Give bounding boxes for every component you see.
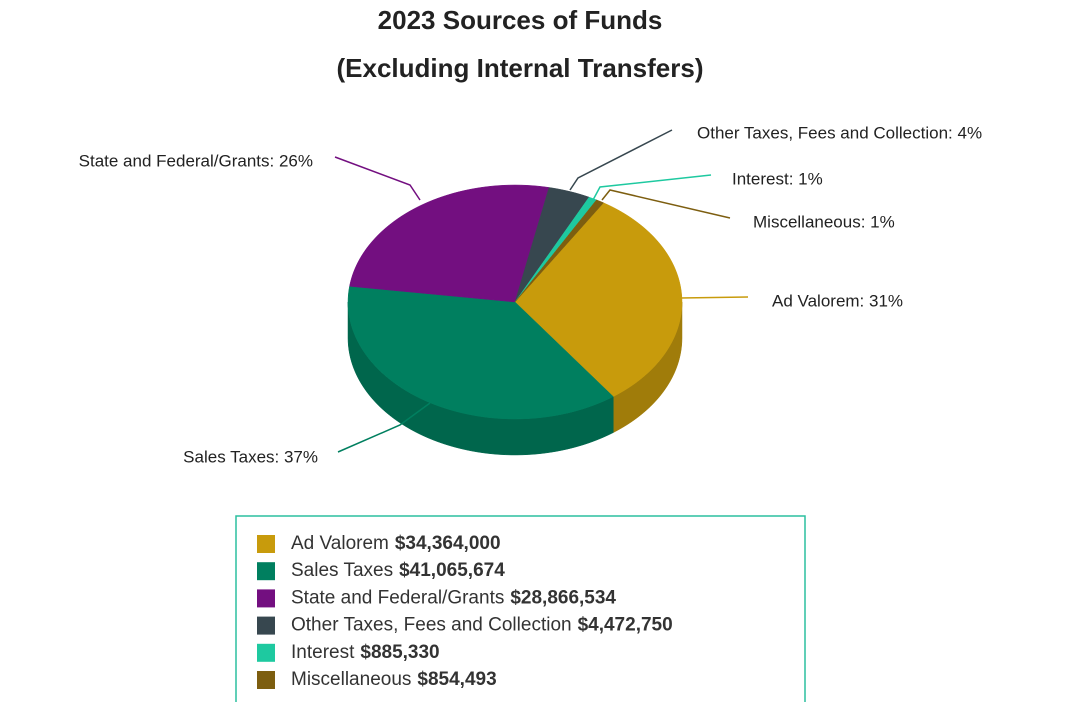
slice-label: Miscellaneous: 1% xyxy=(753,212,895,231)
legend-value: $28,866,534 xyxy=(510,587,616,608)
legend-entry: Miscellaneous $854,493 xyxy=(291,669,497,690)
slice-label: Ad Valorem: 31% xyxy=(772,291,903,310)
slice-label: Sales Taxes: 37% xyxy=(183,447,318,466)
legend-name: Ad Valorem xyxy=(291,533,389,554)
legend-value: $34,364,000 xyxy=(395,533,501,554)
legend-name: State and Federal/Grants xyxy=(291,587,504,608)
chart-title: 2023 Sources of Funds xyxy=(378,5,663,35)
legend-value: $41,065,674 xyxy=(399,560,505,581)
legend-swatch xyxy=(257,535,275,553)
chart-subtitle: (Excluding Internal Transfers) xyxy=(337,53,704,83)
legend-value: $885,330 xyxy=(360,642,439,663)
slice xyxy=(514,199,604,303)
legend-swatch xyxy=(257,643,275,662)
legend-swatch xyxy=(257,562,275,581)
legend-name: Sales Taxes xyxy=(291,560,393,581)
slice-label: State and Federal/Grants: 26% xyxy=(79,151,313,170)
slice-label: Interest: 1% xyxy=(732,169,823,188)
leader-line xyxy=(334,156,421,201)
legend-entry: Ad Valorem $34,364,000 xyxy=(291,533,501,554)
slice xyxy=(349,184,550,303)
legend-swatch xyxy=(257,671,275,689)
slice xyxy=(347,285,614,420)
slice-label: Other Taxes, Fees and Collection: 4% xyxy=(697,123,982,142)
legend-name: Interest xyxy=(291,642,355,663)
leader-line xyxy=(601,189,731,219)
pie: Ad Valorem: 31% Sales Taxes: 37% State and… xyxy=(79,123,982,466)
leader-line xyxy=(679,296,749,299)
legend-entry: State and Federal/Grants $28,866,534 xyxy=(291,587,616,608)
legend-entry: Interest$885,330 xyxy=(291,642,440,663)
legend-swatch xyxy=(257,589,275,608)
slice xyxy=(514,187,590,303)
leader-line xyxy=(569,129,673,191)
legend-entry: Sales Taxes $41,065,674 xyxy=(291,560,505,581)
legend-value: $854,493 xyxy=(417,669,496,690)
leader-line xyxy=(337,402,431,453)
leader-line xyxy=(592,174,712,201)
legend-name: Miscellaneous xyxy=(291,669,411,690)
legend-name: Other Taxes, Fees and Collection xyxy=(291,615,572,636)
legend-entry: Other Taxes, Fees and Collection $4,472,7… xyxy=(291,615,673,636)
legend-swatch xyxy=(257,616,275,635)
legend-value: $4,472,750 xyxy=(578,615,673,636)
legend-box xyxy=(235,515,806,702)
